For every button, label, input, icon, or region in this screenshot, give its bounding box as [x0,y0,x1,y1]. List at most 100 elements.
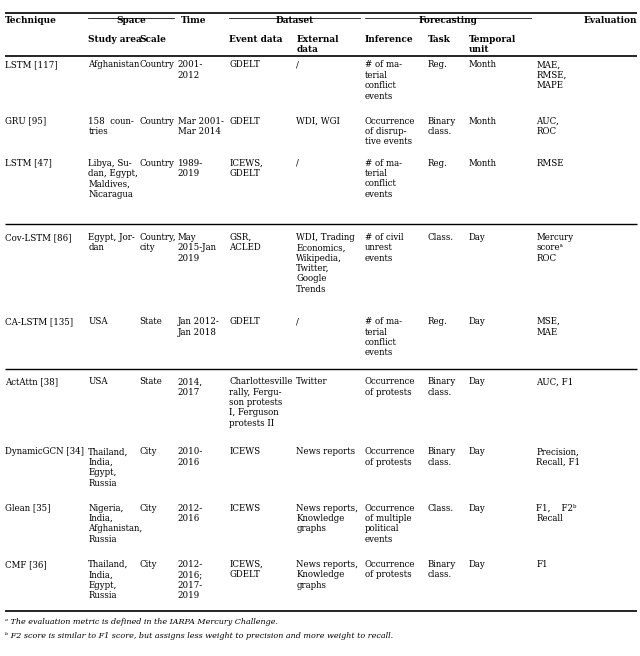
Text: ICEWS,
GDELT: ICEWS, GDELT [229,560,263,579]
Text: City: City [140,504,157,512]
Text: Day: Day [468,317,485,326]
Text: MSE,
MAE: MSE, MAE [536,317,560,337]
Text: Country: Country [140,117,174,125]
Text: Day: Day [468,233,485,242]
Text: Month: Month [468,117,497,125]
Text: Binary
class.: Binary class. [428,377,456,397]
Text: Dataset: Dataset [275,16,314,25]
Text: 2001-
2012: 2001- 2012 [178,60,203,80]
Text: /: / [296,60,299,70]
Text: DynamicGCN [34]: DynamicGCN [34] [5,447,84,457]
Text: Binary
class.: Binary class. [428,117,456,136]
Text: Space: Space [116,16,146,25]
Text: LSTM [117]: LSTM [117] [5,60,58,70]
Text: GDELT: GDELT [229,117,260,125]
Text: Binary
class.: Binary class. [428,447,456,467]
Text: F1,    F2ᵇ
Recall: F1, F2ᵇ Recall [536,504,577,523]
Text: AUC, F1: AUC, F1 [536,377,573,386]
Text: F1: F1 [536,560,548,569]
Text: Mercury
scoreᵃ
ROC: Mercury scoreᵃ ROC [536,233,573,262]
Text: Twitter: Twitter [296,377,328,386]
Text: 1989-
2019: 1989- 2019 [178,159,203,178]
Text: Time: Time [181,16,207,25]
Text: Day: Day [468,447,485,457]
Text: Occurrence
of protests: Occurrence of protests [365,560,415,579]
Text: ICEWS,
GDELT: ICEWS, GDELT [229,159,263,178]
Text: GSR,
ACLED: GSR, ACLED [229,233,261,252]
Text: Inference: Inference [365,35,413,44]
Text: 158  coun-
tries: 158 coun- tries [88,117,134,136]
Text: 2012-
2016: 2012- 2016 [178,504,203,523]
Text: GDELT: GDELT [229,60,260,70]
Text: Country: Country [140,159,174,168]
Text: # of civil
unrest
events: # of civil unrest events [365,233,403,262]
Text: GRU [95]: GRU [95] [5,117,46,125]
Text: # of ma-
terial
conflict
events: # of ma- terial conflict events [365,317,402,358]
Text: Class.: Class. [428,504,454,512]
Text: ICEWS: ICEWS [229,447,260,457]
Text: Country,
city: Country, city [140,233,176,252]
Text: ᵇ F2 score is similar to F1 score, but assigns less weight to precision and more: ᵇ F2 score is similar to F1 score, but a… [5,632,393,640]
Text: # of ma-
terial
conflict
events: # of ma- terial conflict events [365,60,402,100]
Text: Nigeria,
India,
Afghanistan,
Russia: Nigeria, India, Afghanistan, Russia [88,504,143,544]
Text: WDI, WGI: WDI, WGI [296,117,340,125]
Text: Reg.: Reg. [428,60,447,70]
Text: News reports,
Knowledge
graphs: News reports, Knowledge graphs [296,560,358,590]
Text: City: City [140,447,157,457]
Text: Reg.: Reg. [428,159,447,168]
Text: Forecasting: Forecasting [419,16,477,25]
Text: Day: Day [468,504,485,512]
Text: ICEWS: ICEWS [229,504,260,512]
Text: Precision,
Recall, F1: Precision, Recall, F1 [536,447,580,467]
Text: Thailand,
India,
Egypt,
Russia: Thailand, India, Egypt, Russia [88,560,129,600]
Text: CA-LSTM [135]: CA-LSTM [135] [5,317,73,326]
Text: State: State [140,377,163,386]
Text: Month: Month [468,159,497,168]
Text: Occurrence
of disrup-
tive events: Occurrence of disrup- tive events [365,117,415,146]
Text: WDI, Trading
Economics,
Wikipedia,
Twitter,
Google
Trends: WDI, Trading Economics, Wikipedia, Twitt… [296,233,355,294]
Text: External
data: External data [296,35,339,54]
Text: Mar 2001-
Mar 2014: Mar 2001- Mar 2014 [178,117,224,136]
Text: RMSE: RMSE [536,159,564,168]
Text: State: State [140,317,163,326]
Text: Event data: Event data [229,35,283,44]
Text: Temporal
unit: Temporal unit [468,35,516,54]
Text: Binary
class.: Binary class. [428,560,456,579]
Text: USA: USA [88,317,108,326]
Text: LSTM [47]: LSTM [47] [5,159,52,168]
Text: Jan 2012-
Jan 2018: Jan 2012- Jan 2018 [178,317,220,337]
Text: Occurrence
of protests: Occurrence of protests [365,377,415,397]
Text: News reports,
Knowledge
graphs: News reports, Knowledge graphs [296,504,358,533]
Text: Country: Country [140,60,174,70]
Text: Technique: Technique [5,16,57,25]
Text: Cov-LSTM [86]: Cov-LSTM [86] [5,233,72,242]
Text: Occurrence
of protests: Occurrence of protests [365,447,415,467]
Text: ActAttn [38]: ActAttn [38] [5,377,58,386]
Text: Month: Month [468,60,497,70]
Text: AUC,
ROC: AUC, ROC [536,117,559,136]
Text: Egypt, Jor-
dan: Egypt, Jor- dan [88,233,135,252]
Text: USA: USA [88,377,108,386]
Text: MAE,
RMSE,
MAPE: MAE, RMSE, MAPE [536,60,566,90]
Text: /: / [296,317,299,326]
Text: GDELT: GDELT [229,317,260,326]
Text: Day: Day [468,560,485,569]
Text: Task: Task [428,35,451,44]
Text: News reports: News reports [296,447,355,457]
Text: Thailand,
India,
Egypt,
Russia: Thailand, India, Egypt, Russia [88,447,129,487]
Text: /: / [296,159,299,168]
Text: Day: Day [468,377,485,386]
Text: Occurrence
of multiple
political
events: Occurrence of multiple political events [365,504,415,544]
Text: Afghanistan: Afghanistan [88,60,140,70]
Text: 2012-
2016;
2017-
2019: 2012- 2016; 2017- 2019 [178,560,203,600]
Text: Glean [35]: Glean [35] [5,504,51,512]
Text: # of ma-
terial
conflict
events: # of ma- terial conflict events [365,159,402,199]
Text: Study area: Study area [88,35,142,44]
Text: City: City [140,560,157,569]
Text: Reg.: Reg. [428,317,447,326]
Text: 2014,
2017: 2014, 2017 [178,377,203,397]
Text: Evaluation: Evaluation [583,16,637,25]
Text: May
2015-Jan
2019: May 2015-Jan 2019 [178,233,217,262]
Text: Scale: Scale [140,35,166,44]
Text: Libya, Su-
dan, Egypt,
Maldives,
Nicaragua: Libya, Su- dan, Egypt, Maldives, Nicarag… [88,159,138,199]
